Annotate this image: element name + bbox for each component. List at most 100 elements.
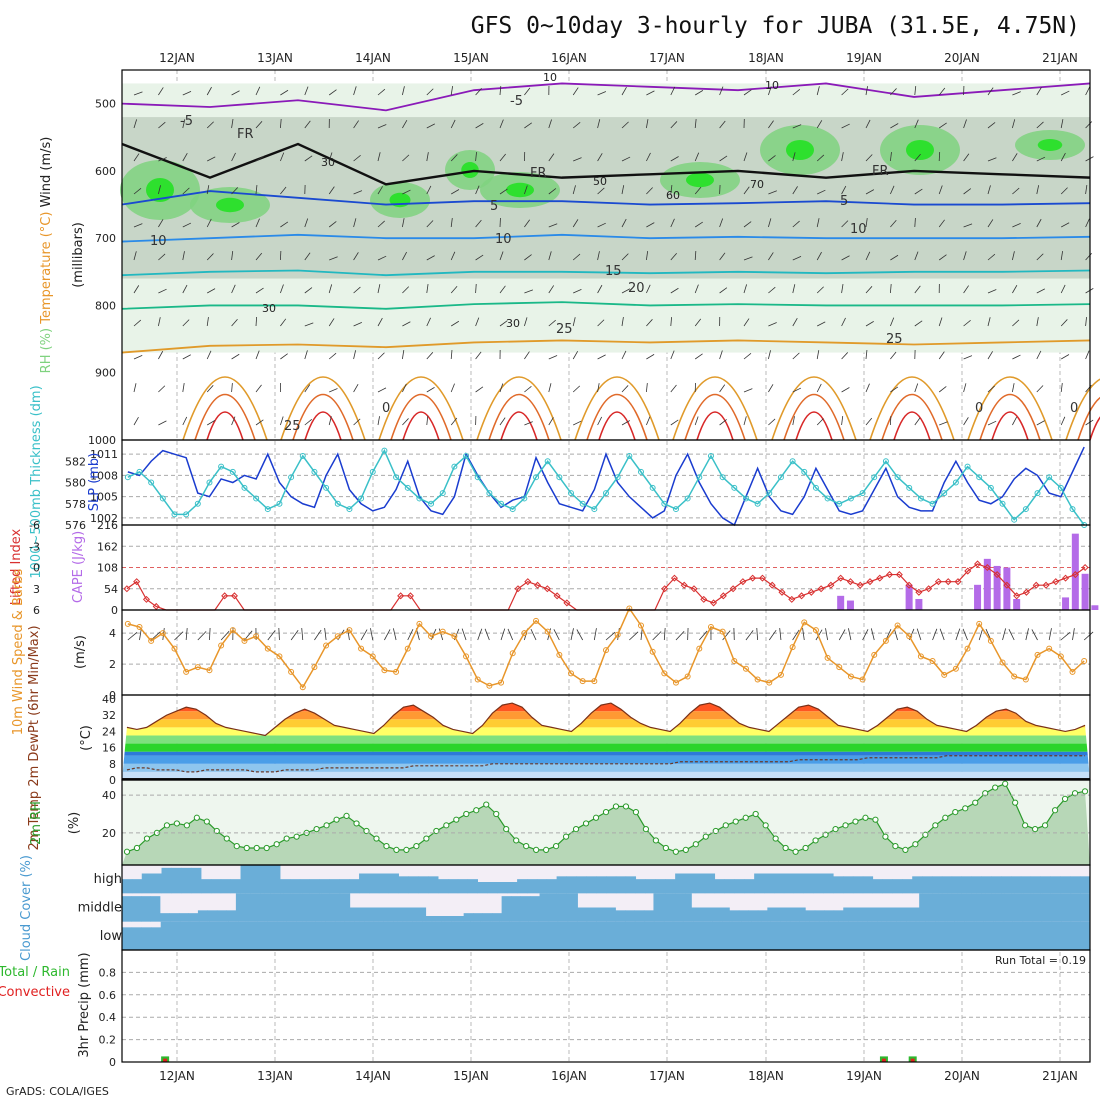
wind-speed-point	[882, 637, 889, 644]
lifted-index-point	[886, 571, 894, 579]
cloud-cover-bar	[944, 921, 955, 950]
rh2m-point	[363, 827, 370, 835]
cloud-cover-bar	[1004, 893, 1015, 922]
thickness-point	[894, 474, 901, 481]
cloud-cover-bar	[793, 873, 804, 894]
thickness-point	[742, 495, 749, 502]
date-label-bottom: 20JAN	[944, 1069, 980, 1083]
thickness-point	[194, 500, 201, 507]
date-label-bottom: 12JAN	[159, 1069, 195, 1083]
wind-barb	[914, 153, 921, 162]
wind-barb	[255, 185, 258, 195]
rh2m-point	[822, 831, 829, 838]
wind-speed-point	[264, 645, 271, 652]
wind-barb	[987, 185, 991, 195]
lifted-index-point	[1042, 581, 1050, 589]
temp-tick-label: 8	[109, 758, 116, 771]
cloud-cover-bar	[653, 893, 664, 922]
li-tick-label: 3	[33, 583, 40, 596]
date-label-bottom: 17JAN	[649, 1069, 685, 1083]
cloud-cover-bar	[501, 896, 512, 922]
lifted-index-point	[934, 578, 942, 586]
surface-wind-barb	[893, 628, 898, 641]
wind-barb	[133, 354, 143, 360]
rh-bright-area	[506, 182, 534, 198]
cloud-cover-bar	[635, 921, 646, 950]
surface-isotherm-arch	[390, 393, 452, 441]
wind-tick-label: 4	[109, 627, 116, 640]
wind-barb	[304, 384, 311, 393]
wind-barb	[133, 383, 137, 393]
wind-barb	[719, 287, 728, 294]
wind-barb	[182, 153, 188, 162]
thickness-point	[393, 474, 400, 481]
wind-barb	[1085, 317, 1087, 327]
cloud-cover-bar	[280, 879, 291, 894]
rh2m-point	[453, 816, 460, 823]
wind-barb	[548, 355, 558, 360]
cloud-cover-bar	[454, 916, 465, 922]
wind-barb	[548, 223, 558, 228]
surface-isotherm-arch	[586, 393, 648, 441]
wind-barb	[865, 321, 874, 327]
wind-barb	[670, 350, 675, 360]
wind-barb	[841, 152, 844, 162]
cape-bar	[983, 558, 991, 610]
thickness-point	[707, 452, 714, 459]
cloud-cover-bar	[951, 876, 962, 894]
wind-speed-point	[824, 654, 831, 661]
rh2m-point	[562, 833, 570, 840]
cloud-cover-bar	[412, 921, 423, 950]
wind-barb	[694, 353, 703, 360]
cloud-cover-bar	[349, 907, 360, 922]
date-label-top: 18JAN	[748, 51, 784, 65]
wind-speed-point	[847, 673, 854, 680]
wind-barb	[499, 85, 502, 96]
rh2m-tick-label: 40	[102, 789, 116, 802]
wind-barb	[450, 320, 460, 327]
rh2m-point	[523, 843, 530, 850]
cloud-cover-bar	[906, 921, 917, 950]
wind-barb	[280, 89, 289, 96]
cloud-cover-bar	[273, 893, 284, 922]
cloud-cover-bar	[170, 921, 181, 950]
wind-barb	[304, 287, 313, 294]
thickness-point	[521, 495, 528, 502]
thickness-point	[941, 490, 948, 497]
ylabel-part: Temperature (°C)	[39, 212, 54, 328]
lifted-index-point	[895, 571, 903, 579]
cloud-cover-bar	[867, 921, 878, 950]
surface-wind-barb	[825, 628, 828, 641]
cloud-cover-bar	[470, 921, 481, 950]
cloud-cover-bar	[387, 907, 398, 922]
wind-barb	[621, 87, 627, 96]
wind-barb	[914, 383, 919, 393]
cape-tick-label: 216	[97, 519, 118, 532]
surface-wind-barb	[1083, 631, 1094, 641]
cloud-cover-bar	[691, 907, 702, 922]
surface-isotherm-arch	[598, 411, 636, 441]
surface-wind-barb	[870, 628, 875, 641]
cloud-cover-bar	[473, 913, 484, 922]
wind-barb	[987, 289, 997, 294]
rh2m-point	[732, 818, 739, 825]
wind-barb	[402, 251, 407, 261]
lifted-index-point	[563, 599, 571, 607]
rh2m-point	[1032, 826, 1039, 833]
rh-bright-area	[461, 162, 479, 178]
cloud-cover-bar	[199, 921, 210, 950]
cloud-cover-bar	[843, 876, 854, 894]
wind-barb	[206, 317, 209, 327]
wind-barb	[572, 87, 579, 96]
cloud-cover-bar	[957, 893, 968, 922]
surface-wind-barb	[802, 628, 805, 641]
cloud-cover-bar	[161, 867, 172, 894]
date-label-top: 21JAN	[1042, 51, 1078, 65]
rh2m-point	[632, 809, 640, 816]
cloud-cover-bar	[402, 921, 413, 950]
cloud-cover-bar	[606, 876, 617, 894]
cloud-cover-bar	[764, 873, 775, 894]
temperature-contour-label: 25	[284, 419, 301, 434]
cloud-cover-bar	[549, 893, 559, 922]
cloud-cover-bar	[1071, 893, 1081, 922]
